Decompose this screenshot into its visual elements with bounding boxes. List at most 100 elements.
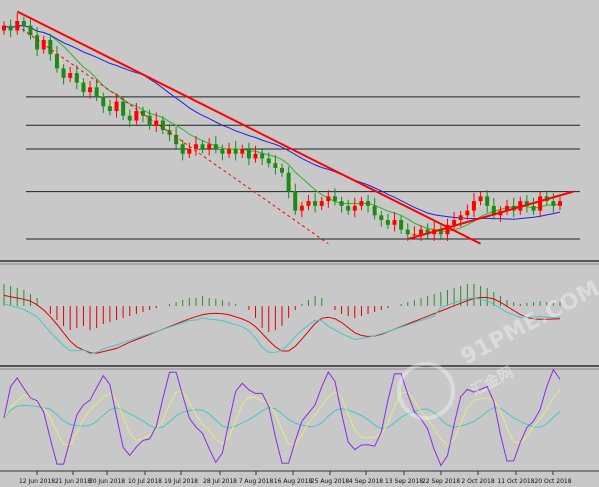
candle-body xyxy=(505,205,510,211)
candle-body xyxy=(538,196,543,211)
x-tick-label: 11 Oct 2018 xyxy=(497,478,534,485)
x-tick-label: 12 Jun 2018 xyxy=(19,478,55,485)
candle-body xyxy=(405,229,410,235)
candle-body xyxy=(306,201,311,206)
candle-body xyxy=(346,205,351,211)
candle-body xyxy=(359,201,364,206)
x-tick-label: 7 Aug 2018 xyxy=(239,478,274,485)
candle-body xyxy=(246,148,251,159)
stochastic-panel xyxy=(3,368,561,467)
x-tick-label: 10 Jul 2018 xyxy=(128,478,162,485)
candle-body xyxy=(465,210,470,216)
x-tick-label: 20 Oct 2018 xyxy=(534,478,571,485)
candle-body xyxy=(280,167,284,173)
candle-body xyxy=(458,215,463,221)
candle-body xyxy=(326,196,331,202)
candle-body xyxy=(260,153,265,159)
candle-body xyxy=(134,111,139,121)
x-tick-label: 19 Jul 2018 xyxy=(164,478,198,485)
candle-body xyxy=(266,158,271,164)
candle-body xyxy=(293,191,298,211)
macd-panel xyxy=(3,284,561,355)
trendline xyxy=(16,25,329,245)
candle-body xyxy=(207,144,212,149)
candle-body xyxy=(8,25,13,31)
candle-body xyxy=(48,39,53,55)
candle-body xyxy=(531,205,536,211)
candle-body xyxy=(187,148,192,154)
x-tick-label: 4 Sep 2018 xyxy=(349,478,383,485)
moving-average-line xyxy=(3,25,561,232)
candle-body xyxy=(253,153,258,159)
candle-body xyxy=(127,115,132,121)
candle-body xyxy=(81,82,86,93)
candle-body xyxy=(193,144,198,149)
candle-body xyxy=(425,229,430,235)
candle-body xyxy=(88,87,93,93)
candle-body xyxy=(558,201,562,206)
x-tick-label: 30 Jun 2018 xyxy=(89,478,125,485)
candle-body xyxy=(94,87,99,97)
candle-body xyxy=(74,73,79,83)
candle-body xyxy=(233,148,238,154)
trendline xyxy=(16,10,482,245)
x-tick-label: 22 Sep 2018 xyxy=(422,478,460,485)
candle-body xyxy=(286,172,291,192)
candle-body xyxy=(107,106,112,112)
candle-body xyxy=(227,148,232,154)
trendline xyxy=(407,190,574,240)
candle-body xyxy=(491,205,496,216)
candle-body xyxy=(379,215,384,221)
candle-body xyxy=(366,201,371,206)
candle-body xyxy=(392,220,397,225)
stochastic-main-line xyxy=(3,368,561,467)
candle-body xyxy=(372,205,377,216)
candle-body xyxy=(399,220,404,230)
x-tick-label: 28 Jul 2018 xyxy=(203,478,237,485)
candle-body xyxy=(240,148,245,154)
candle-body xyxy=(524,201,529,206)
candle-body xyxy=(471,201,476,211)
candle-body xyxy=(121,101,126,116)
candle-body xyxy=(101,96,106,107)
candle-body xyxy=(174,134,179,145)
candle-body xyxy=(485,196,490,206)
macd-main-line xyxy=(3,297,561,355)
x-tick-label: 13 Sep 2018 xyxy=(385,478,423,485)
candle-body xyxy=(438,229,443,235)
x-tick-label: 25 Aug 2018 xyxy=(311,478,350,485)
x-tick-label: 16 Aug 2018 xyxy=(274,478,313,485)
moving-average-line xyxy=(3,25,561,220)
candle-body xyxy=(54,54,59,69)
candle-body xyxy=(114,101,119,112)
macd-signal-line xyxy=(3,294,561,354)
candle-body xyxy=(220,148,225,154)
candle-body xyxy=(167,130,172,135)
candle-body xyxy=(141,111,145,116)
candle-body xyxy=(28,25,33,36)
candle-body xyxy=(332,196,337,202)
x-tick-label: 2 Oct 2018 xyxy=(461,478,494,485)
candle-body xyxy=(213,144,218,149)
candle-body xyxy=(147,115,152,126)
candle-body xyxy=(299,205,304,211)
candle-body xyxy=(273,163,278,168)
x-tick-label: 21 Jun 2018 xyxy=(55,478,91,485)
price-panel xyxy=(2,10,580,245)
candle-body xyxy=(313,201,318,206)
candle-body xyxy=(445,224,450,235)
stochastic-signal-line xyxy=(3,389,561,446)
moving-average-line xyxy=(3,25,561,234)
candle-body xyxy=(452,220,457,225)
candle-body xyxy=(478,196,483,202)
candle-body xyxy=(339,201,344,206)
candle-body xyxy=(551,201,556,206)
candle-body xyxy=(200,144,205,149)
candle-body xyxy=(2,25,6,31)
candle-body xyxy=(61,68,66,78)
candle-body xyxy=(35,35,40,50)
candle-body xyxy=(419,229,423,235)
